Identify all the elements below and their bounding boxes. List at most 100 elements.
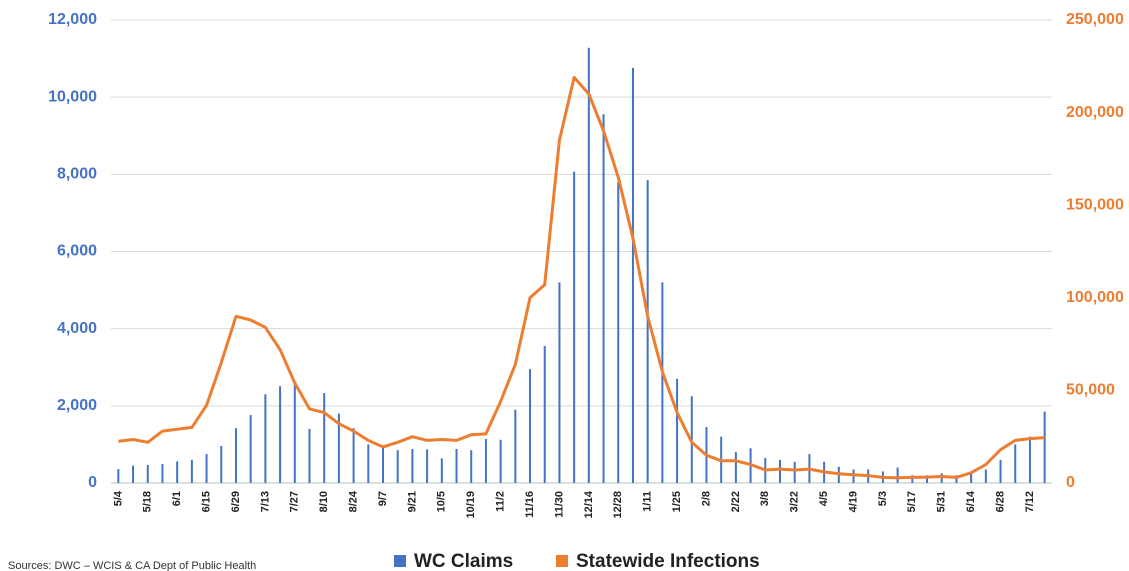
bar (778, 459, 781, 483)
bar (132, 465, 135, 483)
x-tick-label: 5/3 (877, 491, 889, 506)
x-tick-label: 10/19 (465, 491, 477, 519)
x-tick-label: 5/4 (112, 490, 124, 506)
bar (323, 393, 326, 483)
bar (176, 461, 179, 483)
bar (264, 394, 267, 483)
bar (293, 382, 296, 483)
bar (543, 346, 546, 483)
bar (587, 47, 590, 483)
bar (190, 459, 193, 483)
x-tick-label: 11/16 (524, 491, 536, 518)
bar (146, 464, 149, 483)
x-tick-label: 3/22 (789, 491, 801, 512)
x-tick-label: 5/17 (906, 491, 918, 512)
x-tick-label: 6/1 (171, 491, 183, 506)
bar (955, 475, 958, 483)
bar (249, 415, 252, 483)
x-tick-label: 12/28 (612, 491, 624, 519)
x-tick-label: 1/25 (671, 491, 683, 512)
bar (646, 180, 649, 483)
y-tick-label: 8,000 (57, 166, 97, 183)
y-tick-label: 12,000 (48, 11, 97, 28)
bar (734, 452, 737, 483)
bar (426, 449, 429, 483)
bar (940, 473, 943, 483)
bar (911, 475, 914, 483)
bar (573, 171, 576, 483)
x-tick-label: 9/7 (377, 491, 389, 506)
x-tick-label: 6/29 (230, 491, 242, 512)
y2-tick-label: 150,000 (1066, 196, 1124, 213)
bar (382, 446, 385, 483)
bar (676, 378, 679, 483)
bar (308, 428, 311, 483)
x-tick-label: 8/10 (318, 491, 330, 512)
y-tick-label: 10,000 (48, 88, 97, 105)
x-tick-label: 12/14 (583, 490, 595, 518)
x-tick-label: 8/24 (348, 490, 360, 512)
x-tick-label: 7/13 (259, 491, 271, 512)
bar (529, 369, 532, 483)
y2-tick-label: 50,000 (1066, 382, 1115, 399)
x-tick-label: 3/8 (759, 491, 771, 506)
x-tick-label: 11/2 (495, 491, 507, 512)
bar (1028, 436, 1031, 483)
x-tick-label: 9/21 (406, 491, 418, 512)
x-tick-label: 4/19 (847, 491, 859, 512)
bar (117, 469, 120, 483)
bar (1014, 444, 1017, 483)
y-tick-label: 2,000 (57, 397, 97, 414)
bar (470, 450, 473, 483)
bar (161, 464, 164, 483)
bar (793, 461, 796, 483)
bar (220, 445, 223, 483)
x-tick-label: 6/28 (994, 491, 1006, 512)
y-tick-label: 4,000 (57, 320, 97, 337)
bar (999, 459, 1002, 483)
bar (440, 458, 443, 483)
y2-tick-label: 250,000 (1066, 11, 1124, 28)
bar (484, 439, 487, 483)
x-tick-label: 2/22 (730, 491, 742, 512)
legend-swatch (556, 555, 568, 567)
bar (367, 444, 370, 483)
x-tick-label: 7/12 (1024, 491, 1036, 512)
legend-label: WC Claims (414, 551, 513, 571)
bar (455, 449, 458, 483)
bar (352, 428, 355, 483)
x-tick-label: 7/27 (289, 491, 301, 512)
x-tick-label: 1/11 (642, 491, 654, 512)
bar (279, 386, 282, 483)
y2-tick-label: 100,000 (1066, 289, 1124, 306)
line (118, 75, 1045, 480)
y2-tick-label: 0 (1066, 474, 1075, 491)
y-tick-label: 6,000 (57, 243, 97, 260)
bar (852, 469, 855, 483)
x-tick-label: 10/5 (436, 491, 448, 512)
x-tick-label: 11/30 (553, 491, 565, 518)
bar (631, 67, 634, 484)
x-tick-label: 6/15 (200, 491, 212, 512)
bar (926, 475, 929, 483)
bar (970, 471, 973, 483)
bar (661, 282, 664, 483)
y2-tick-label: 200,000 (1066, 104, 1124, 121)
x-tick-label: 4/5 (818, 491, 830, 506)
x-tick-label: 6/14 (965, 490, 977, 512)
bar (205, 454, 208, 483)
legend-swatch (394, 555, 406, 567)
legend-label: Statewide Infections (576, 551, 760, 571)
bar (1043, 411, 1046, 483)
bar (602, 114, 605, 483)
x-tick-label: 5/31 (936, 491, 948, 512)
bar (896, 467, 899, 483)
bar (499, 439, 502, 483)
bar (234, 428, 237, 483)
bar (984, 469, 987, 483)
bar (337, 413, 340, 483)
bar (558, 282, 561, 483)
bar (514, 409, 517, 483)
source-note: Sources: DWC – WCIS & CA Dept of Public … (8, 560, 256, 571)
